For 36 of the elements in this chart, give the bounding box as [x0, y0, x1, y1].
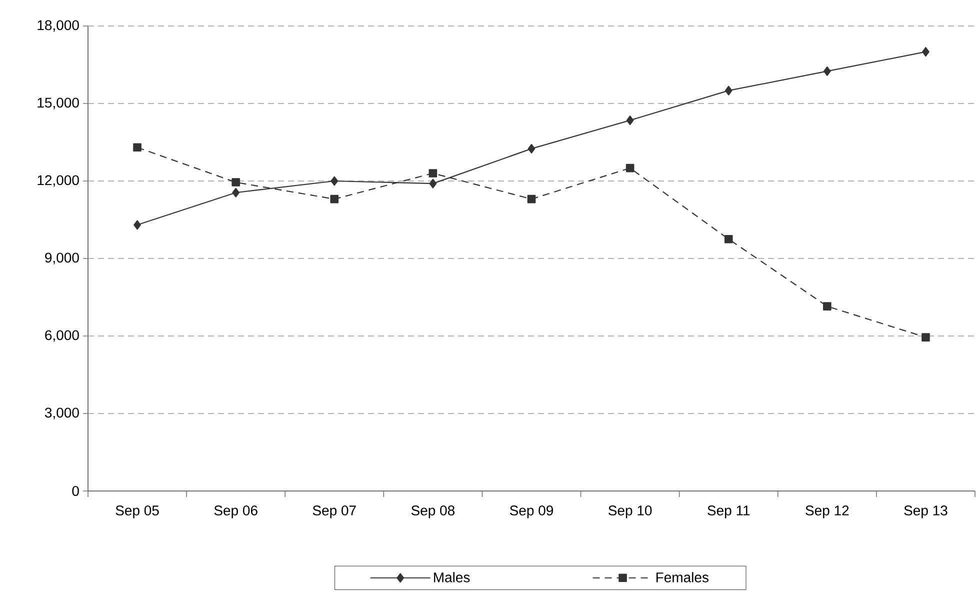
point	[133, 143, 142, 152]
point	[823, 66, 831, 76]
point	[330, 194, 339, 204]
point	[232, 188, 240, 198]
point	[626, 164, 634, 172]
legend-label: Males	[434, 572, 470, 582]
point	[428, 169, 438, 178]
point	[724, 234, 733, 244]
point	[527, 194, 536, 204]
x-tick-label: Sep 05	[116, 506, 159, 518]
x-tick-label: Sep 13	[904, 506, 948, 518]
x-tick-label: Sep 11	[708, 506, 750, 518]
x-tick-label: Sep 07	[312, 506, 356, 518]
x-tick-label: Sep 10	[608, 506, 652, 518]
y-tick-label: 0	[72, 486, 79, 496]
y-tick-label: 6,000	[45, 330, 79, 342]
y-tick-label: 15,000	[38, 98, 79, 110]
point	[429, 178, 437, 188]
point	[823, 302, 832, 310]
point	[626, 116, 634, 126]
point	[922, 333, 930, 342]
point	[922, 47, 930, 57]
y-tick-label: 18,000	[38, 20, 79, 32]
point	[724, 86, 732, 96]
x-tick-label: Sep 06	[214, 506, 258, 518]
legend-label: Females	[656, 572, 708, 582]
point	[528, 144, 536, 154]
point	[330, 176, 338, 186]
y-tick-label: 9,000	[45, 252, 79, 264]
x-tick-label: Sep 09	[510, 506, 554, 518]
point	[134, 220, 141, 230]
point	[232, 178, 240, 186]
x-tick-label: Sep 12	[806, 506, 849, 518]
y-tick-label: 12,000	[38, 175, 79, 187]
y-tick-label: 3,000	[44, 408, 79, 420]
x-tick-label: Sep 08	[411, 506, 454, 518]
